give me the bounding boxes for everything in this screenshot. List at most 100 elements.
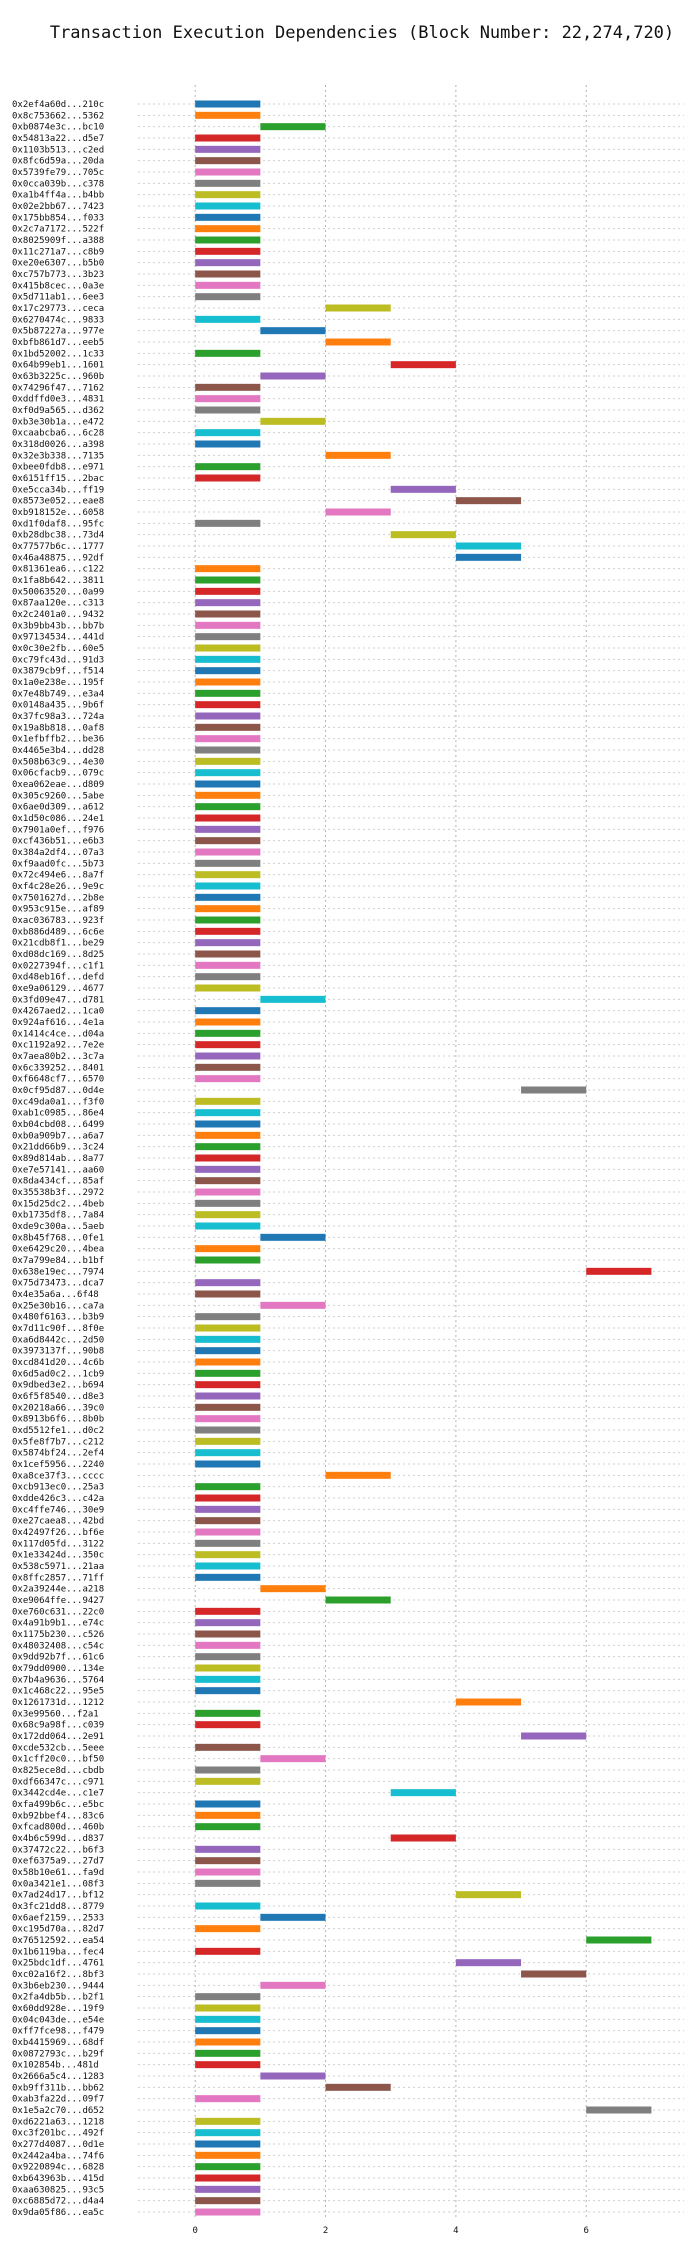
- transaction-bar: [521, 1086, 587, 1094]
- transaction-label: 0x2ef4a60d...210c: [12, 100, 104, 110]
- transaction-label: 0x3442cd4e...c1e7: [12, 1789, 104, 1799]
- transaction-label: 0x1175b230...c526: [12, 1630, 104, 1640]
- transaction-bar: [195, 1449, 261, 1457]
- transaction-bar: [195, 2208, 261, 2216]
- transaction-bar: [195, 667, 261, 675]
- transaction-label: 0x1c468c22...95e5: [12, 1687, 104, 1697]
- transaction-bar: [195, 621, 261, 629]
- transaction-bar: [195, 406, 261, 414]
- transaction-bar: [455, 497, 522, 505]
- transaction-bar: [195, 644, 261, 652]
- transaction-bar: [195, 1607, 261, 1615]
- transaction-label: 0x64b99eb1...1601: [12, 361, 104, 371]
- transaction-bar: [195, 1279, 261, 1287]
- transaction-bar: [195, 474, 261, 482]
- transaction-bar: [195, 746, 261, 754]
- transaction-bar: [195, 191, 261, 199]
- transaction-label: 0x02e2bb67...7423: [12, 202, 104, 212]
- transaction-bar: [455, 542, 522, 550]
- transaction-label: 0x19a8b818...0af8: [12, 723, 104, 733]
- transaction-bar: [195, 1868, 261, 1876]
- transaction-bar: [455, 553, 522, 561]
- transaction-bar: [195, 1381, 261, 1389]
- transaction-label: 0x0872793c...b29f: [12, 2049, 104, 2059]
- transaction-label: 0x7d11c90f...8f0e: [12, 1324, 104, 1334]
- transaction-label: 0x0c30e2fb...60e5: [12, 644, 104, 654]
- transaction-label: 0x6aef2159...2533: [12, 1913, 104, 1923]
- transaction-label: 0x74296f47...7162: [12, 383, 104, 393]
- transaction-label: 0xb3e30b1a...e472: [12, 417, 104, 427]
- transaction-bar: [195, 225, 261, 233]
- transaction-bar: [260, 1301, 326, 1309]
- transaction-label: 0xb643963b...415d: [12, 2174, 104, 2184]
- transaction-label: 0x1bd52002...1c33: [12, 349, 104, 359]
- transaction-bar: [195, 1800, 261, 1808]
- transaction-label: 0x25bdc1df...4761: [12, 1959, 104, 1969]
- transaction-label: 0x3e99560...f2a1: [12, 1709, 99, 1719]
- transaction-bar: [195, 610, 261, 618]
- transaction-label: 0x1a0e238e...195f: [12, 678, 104, 688]
- transaction-label: 0x04c043de...e54e: [12, 2015, 104, 2025]
- transaction-bar: [195, 1403, 261, 1411]
- transaction-bar: [195, 837, 261, 845]
- transaction-label: 0x60dd928e...19f9: [12, 2004, 104, 2014]
- transaction-label: 0xea062eae...d809: [12, 780, 104, 790]
- transaction-label: 0x75d73473...dca7: [12, 1279, 104, 1289]
- x-tick-label: 4: [453, 2226, 458, 2236]
- transaction-label: 0xb0a909b7...a6a7: [12, 1131, 104, 1141]
- transaction-label: 0xf9aad0fc...5b73: [12, 859, 104, 869]
- transaction-bar: [195, 655, 261, 663]
- transaction-bar: [390, 531, 456, 539]
- transaction-bar: [195, 168, 261, 176]
- transaction-bar: [390, 485, 456, 493]
- transaction-label: 0xc1192a92...7e2e: [12, 1041, 104, 1051]
- transaction-bar: [195, 950, 261, 958]
- transaction-bar: [195, 1415, 261, 1423]
- transaction-bar: [195, 735, 261, 743]
- transaction-bar: [195, 1573, 261, 1581]
- transaction-bar: [260, 327, 326, 335]
- transaction-bar: [195, 791, 261, 799]
- transaction-label: 0x1b6119ba...fec4: [12, 1947, 104, 1957]
- transaction-bar: [195, 1041, 261, 1049]
- transaction-label: 0x6d5ad0c2...1cb9: [12, 1369, 104, 1379]
- transaction-bar: [195, 1823, 261, 1831]
- transaction-label: 0x1cff20c0...bf50: [12, 1755, 104, 1765]
- transaction-bar: [195, 315, 261, 323]
- transaction-bar: [195, 2140, 261, 2148]
- transaction-label: 0xf6648cf7...6570: [12, 1075, 104, 1085]
- transaction-bar: [195, 1335, 261, 1343]
- transaction-bar: [195, 1494, 261, 1502]
- transaction-label: 0x7901a0ef...f976: [12, 825, 104, 835]
- transaction-label: 0x79dd0900...134e: [12, 1664, 104, 1674]
- transaction-label: 0x3fd09e47...d781: [12, 995, 104, 1005]
- transaction-label: 0x17c29773...ceca: [12, 304, 104, 314]
- transaction-label: 0xb92bbef4...83c6: [12, 1811, 104, 1821]
- transaction-label: 0x538c5971...21aa: [12, 1562, 104, 1572]
- transaction-bar: [195, 463, 261, 471]
- transaction-bar: [195, 1177, 261, 1185]
- transaction-bar: [195, 1902, 261, 1910]
- transaction-bar: [195, 519, 261, 527]
- transaction-bar: [195, 678, 261, 686]
- transaction-label: 0xe5cca34b...ff19: [12, 485, 104, 495]
- transaction-bar: [195, 1709, 261, 1717]
- transaction-label: 0x37472c22...b6f3: [12, 1845, 104, 1855]
- transaction-label: 0x3973137f...90b8: [12, 1347, 104, 1357]
- transaction-bar: [195, 145, 261, 153]
- transaction-label: 0x2442a4ba...74f6: [12, 2151, 104, 2161]
- transaction-label: 0x15d25dc2...4beb: [12, 1199, 104, 1209]
- transaction-bar: [195, 157, 261, 165]
- transaction-bar: [195, 803, 261, 811]
- transaction-bar: [195, 1131, 261, 1139]
- transaction-label: 0x2c7a7172...522f: [12, 225, 104, 235]
- transaction-label: 0x8fc6d59a...20da: [12, 157, 104, 167]
- transaction-label: 0x8025909f...a388: [12, 236, 104, 246]
- transaction-label: 0xb1735df8...7a84: [12, 1211, 104, 1221]
- transaction-bar: [195, 814, 261, 822]
- transaction-label: 0xcd841d20...4c6b: [12, 1358, 104, 1368]
- transaction-label: 0xe6429c20...4bea: [12, 1245, 104, 1255]
- transaction-bar: [195, 984, 261, 992]
- transaction-bar: [195, 1358, 261, 1366]
